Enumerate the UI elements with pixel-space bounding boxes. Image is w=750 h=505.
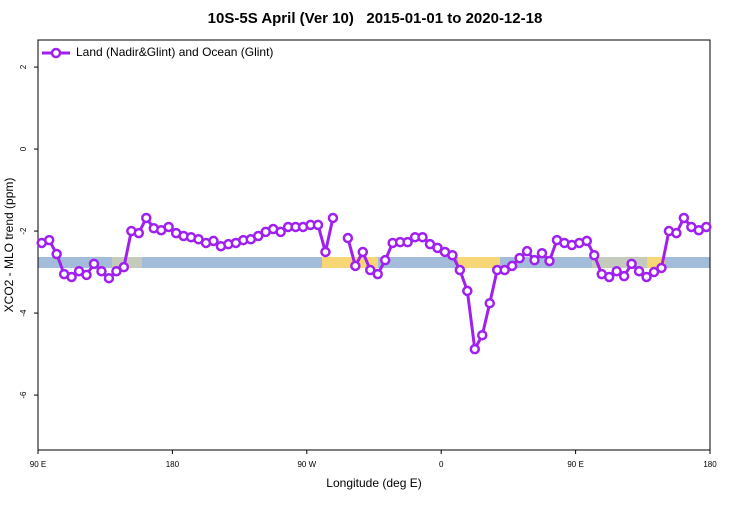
data-point [499,264,510,276]
x-tick-label: 90 W [297,460,316,469]
data-point [133,227,145,239]
data-point [611,265,622,277]
data-point [633,265,645,277]
data-point [506,260,518,272]
data-point [447,250,458,261]
x-tick-label: 0 [439,460,444,469]
land-strip [112,257,142,268]
data-point [701,221,712,233]
data-point [648,266,660,278]
land-strip [322,257,378,268]
data-point [581,235,593,247]
chart-title: 10S-5S April (Ver 10) 2015-01-01 to 2020… [208,10,543,27]
data-point [327,212,339,224]
data-point [618,270,630,282]
data-point [342,232,354,244]
data-point [656,262,667,274]
data-point [626,258,637,270]
land-strip [458,257,500,268]
data-point [544,255,555,267]
land-strip [647,257,665,268]
data-point [514,252,525,264]
data-point [96,265,107,277]
data-point [320,246,331,258]
data-point [603,271,615,283]
data-point [536,247,548,259]
data-point [417,231,428,243]
y-tick-label: -4 [19,309,28,317]
data-point [521,245,533,257]
data-point [529,254,540,266]
data-point [671,227,682,239]
x-tick-label: 180 [166,460,180,469]
y-axis-label: XCO2 - MLO trend (ppm) [2,178,16,313]
y-tick-label: -6 [19,391,28,399]
data-point [103,272,115,284]
data-point [372,268,383,280]
legend: Land (Nadir&Glint) and Ocean (Glint) [42,45,273,59]
data-point [678,212,690,224]
data-point [589,250,600,261]
data-point [111,265,122,277]
land-strip [592,257,647,268]
x-tick-label: 90 E [567,460,583,469]
data-point [469,343,481,355]
legend-label: Land (Nadir&Glint) and Ocean (Glint) [76,45,273,59]
data-point [379,254,391,266]
x-tick-label: 180 [703,460,717,469]
legend-marker [50,47,62,59]
y-tick-label: -2 [19,227,28,235]
data-point [454,264,466,276]
data-point [312,219,324,231]
data-point [275,226,286,238]
data-point [51,248,62,260]
map-strip [38,257,710,268]
data-point [365,264,376,276]
data-point [66,271,77,283]
data-point [357,246,369,258]
data-point [402,236,413,248]
data-point [477,329,488,341]
y-tick-label: 0 [19,146,28,151]
y-tick-label: 2 [19,64,28,69]
data-point [432,242,443,254]
data-point [253,230,264,242]
data-point [641,271,652,283]
data-point [350,260,361,272]
data-point [208,235,219,247]
x-axis-label: Longitude (deg E) [326,476,421,490]
data-point [88,258,100,270]
data-point [163,221,174,233]
data-point [462,285,473,297]
data-point [484,297,495,309]
data-point [118,261,130,273]
x-tick-label: 90 E [30,460,46,469]
data-point [141,212,152,224]
data-point [43,234,55,246]
data-point [81,269,92,281]
